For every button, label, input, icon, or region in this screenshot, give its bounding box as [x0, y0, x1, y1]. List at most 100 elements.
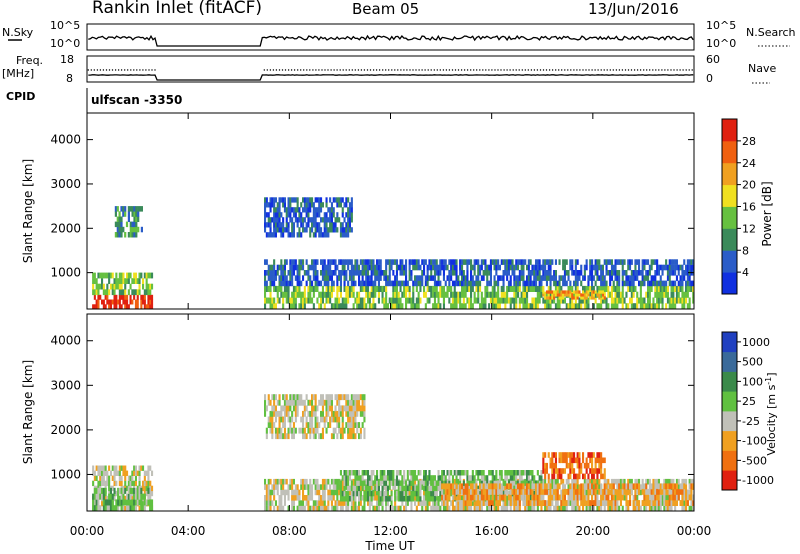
station-title: Rankin Inlet (fitACF)	[92, 0, 263, 18]
heatmap-cell	[336, 489, 339, 496]
heatmap-cell	[643, 259, 646, 265]
heatmap-cell	[609, 280, 612, 287]
heatmap-cell	[311, 484, 314, 490]
heatmap-cell	[605, 478, 608, 485]
heatmap-cell	[428, 485, 431, 492]
heatmap-cell	[654, 494, 657, 501]
heatmap-cell	[583, 495, 586, 501]
heatmap-cell	[143, 470, 146, 476]
heatmap-cell	[264, 197, 267, 203]
heatmap-cell	[323, 227, 326, 233]
heatmap-cell	[648, 297, 651, 304]
heatmap-cell	[108, 278, 111, 284]
heatmap-cell	[672, 500, 675, 506]
heatmap-cell	[442, 483, 445, 490]
heatmap-cell	[361, 495, 364, 501]
heatmap-cell	[450, 259, 453, 265]
heatmap-cell	[131, 505, 134, 512]
heatmap-cell	[484, 303, 487, 310]
heatmap-cell	[484, 264, 487, 271]
heatmap-cell	[480, 275, 483, 281]
heatmap-cell	[421, 259, 424, 265]
heatmap-cell	[670, 291, 673, 298]
nave-dot	[281, 69, 284, 71]
heatmap-cell	[390, 495, 393, 501]
heatmap-cell	[124, 211, 127, 217]
heatmap-cell	[323, 478, 326, 485]
heatmap-cell	[321, 505, 324, 512]
heatmap-cell	[596, 505, 599, 512]
heatmap-cell	[683, 259, 686, 265]
heatmap-cell	[399, 280, 402, 287]
heatmap-cell	[323, 422, 326, 428]
heatmap-cell	[99, 272, 102, 279]
heatmap-cell	[666, 500, 669, 506]
heatmap-cell	[437, 275, 440, 281]
heatmap-cell	[480, 297, 483, 304]
heatmap-cell	[580, 483, 583, 490]
heatmap-cell	[412, 264, 415, 271]
heatmap-cell	[589, 452, 592, 458]
heatmap-cell	[392, 285, 395, 292]
heatmap-cell	[264, 297, 267, 304]
heatmap-cell	[502, 484, 505, 490]
heatmap-cell	[345, 405, 348, 412]
heatmap-cell	[135, 206, 138, 212]
heatmap-cell	[124, 232, 127, 238]
heatmap-cell	[134, 505, 137, 512]
heatmap-cell	[459, 470, 462, 476]
heatmap-cell	[675, 264, 678, 271]
heatmap-cell	[526, 494, 529, 501]
heatmap-cell	[648, 495, 651, 501]
heatmap-cell	[594, 500, 597, 506]
heatmap-cell	[453, 478, 456, 485]
heatmap-cell	[283, 270, 286, 276]
heatmap-cell	[356, 394, 359, 401]
heatmap-cell	[522, 291, 525, 298]
heatmap-cell	[106, 499, 109, 506]
heatmap-cell	[338, 478, 341, 485]
heatmap-cell	[484, 475, 487, 481]
heatmap-cell	[477, 494, 480, 501]
heatmap-cell	[665, 303, 668, 310]
heatmap-cell	[446, 483, 449, 490]
heatmap-cell	[385, 275, 388, 281]
heatmap-cell	[672, 259, 675, 265]
heatmap-cell	[551, 297, 554, 304]
heatmap-cell	[647, 297, 650, 304]
nave-dot	[366, 69, 369, 71]
heatmap-cell	[271, 270, 274, 276]
heatmap-cell	[296, 291, 299, 298]
heatmap-cell	[470, 259, 473, 265]
heatmap-cell	[127, 232, 130, 238]
heatmap-cell	[276, 207, 279, 213]
heatmap-cell	[563, 500, 566, 506]
heatmap-cell	[560, 468, 563, 474]
heatmap-cell	[285, 405, 288, 412]
heatmap-cell	[549, 270, 552, 276]
heatmap-cell	[358, 394, 361, 401]
heatmap-cell	[405, 505, 408, 512]
heatmap-cell	[410, 505, 413, 512]
heatmap-cell	[95, 289, 98, 296]
heatmap-cell	[285, 259, 288, 265]
heatmap-cell	[99, 505, 102, 512]
nave-dot	[324, 69, 326, 71]
heatmap-cell	[573, 452, 576, 458]
heatmap-cell	[338, 297, 341, 304]
nave-dot	[412, 69, 414, 71]
heatmap-cell	[332, 303, 335, 310]
heatmap-cell	[334, 484, 337, 490]
heatmap-cell	[553, 478, 556, 485]
heatmap-cell	[296, 495, 299, 501]
heatmap-cell	[585, 259, 588, 265]
heatmap-cell	[497, 285, 500, 292]
heatmap-cell	[395, 480, 398, 486]
heatmap-cell	[282, 280, 285, 287]
heatmap-cell	[553, 494, 556, 501]
heatmap-cell	[381, 505, 384, 512]
heatmap-cell	[318, 207, 321, 213]
heatmap-cell	[446, 494, 449, 501]
heatmap-cell	[551, 473, 554, 480]
heatmap-cell	[544, 275, 547, 281]
